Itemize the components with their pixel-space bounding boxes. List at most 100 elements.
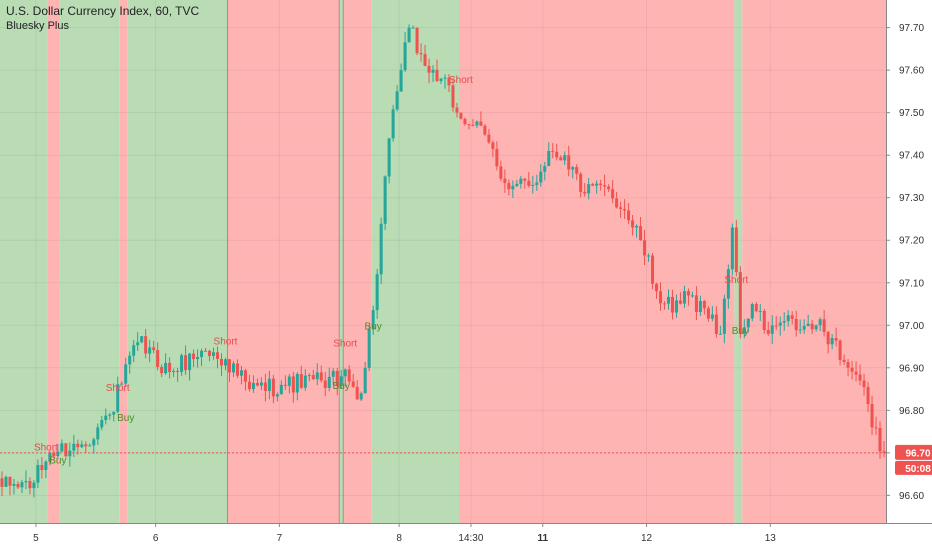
candle-body — [172, 370, 176, 373]
candle-body — [251, 382, 255, 390]
candle-body — [762, 311, 766, 331]
y-tick-label: 97.50 — [899, 108, 924, 119]
candle-body — [112, 411, 116, 415]
candle-body — [327, 376, 331, 389]
candle-body — [156, 350, 160, 367]
candle-body — [255, 382, 259, 386]
candle-body — [702, 300, 706, 309]
candle-body — [878, 428, 882, 452]
candle-body — [643, 240, 647, 256]
candle-body — [471, 125, 475, 127]
candle-body — [427, 65, 431, 73]
candle-body — [814, 325, 818, 330]
candle-body — [866, 387, 870, 405]
candle-body — [299, 374, 303, 388]
candle-body — [323, 380, 327, 389]
candle-body — [431, 69, 435, 73]
x-tick-label: 7 — [277, 533, 283, 544]
x-tick-label: 11 — [537, 533, 548, 544]
candle-body — [559, 157, 563, 161]
candle-body — [826, 331, 830, 345]
candle-body — [862, 380, 866, 388]
candle-body — [539, 171, 543, 183]
candle-body — [794, 318, 798, 331]
candle-body — [706, 308, 710, 319]
y-tick-label: 97.10 — [899, 278, 924, 289]
candle-body — [858, 374, 862, 381]
candle-body — [674, 300, 678, 313]
candle-body — [279, 384, 283, 395]
candle-body — [487, 134, 491, 143]
candle-body — [639, 225, 643, 241]
candle-body — [347, 369, 351, 382]
regime-band-short — [47, 0, 60, 523]
candle-body — [303, 375, 307, 388]
candle-body — [551, 150, 555, 152]
candle-body — [267, 378, 271, 391]
candle-body — [670, 296, 674, 313]
y-tick-label: 97.70 — [899, 23, 924, 34]
candle-body — [152, 347, 156, 351]
candle-body — [208, 350, 212, 356]
candle-body — [168, 362, 172, 373]
candle-body — [8, 476, 12, 486]
candle-body — [623, 208, 627, 211]
candle-body — [419, 53, 423, 55]
signal-label-short: Short — [106, 383, 130, 394]
candle-body — [439, 78, 443, 82]
candle-body — [511, 185, 515, 190]
candle-body — [591, 184, 595, 186]
candle-body — [375, 274, 379, 311]
candle-body — [690, 295, 694, 297]
candle-body — [435, 69, 439, 82]
y-tick-label: 97.00 — [899, 321, 924, 332]
candle-body — [271, 378, 275, 397]
indicator-name: Bluesky Plus — [6, 20, 69, 32]
regime-band-short — [343, 0, 372, 523]
candle-body — [160, 366, 164, 374]
candle-body — [475, 121, 479, 126]
candle-body — [407, 27, 411, 43]
candle-body — [854, 371, 858, 375]
candle-body — [718, 333, 722, 335]
candle-body — [331, 370, 335, 377]
candle-body — [20, 482, 24, 488]
candle-body — [223, 359, 228, 366]
candle-body — [455, 107, 459, 113]
candle-body — [603, 185, 607, 187]
candle-body — [399, 70, 403, 92]
candles — [0, 24, 886, 498]
x-tick-label: 8 — [396, 533, 402, 544]
candle-body — [363, 367, 367, 394]
candle-body — [204, 350, 208, 352]
x-tick-label: 14:30 — [458, 533, 483, 544]
candle-body — [519, 178, 523, 184]
candle-body — [483, 125, 487, 135]
candle-body — [196, 356, 200, 360]
candle-body — [403, 42, 407, 71]
candle-body — [283, 384, 287, 386]
candle-body — [24, 481, 28, 483]
candle-body — [722, 298, 726, 334]
candle-body — [243, 370, 247, 382]
candle-body — [351, 381, 355, 387]
candle-body — [215, 352, 220, 359]
candle-body — [543, 166, 547, 172]
candle-body — [806, 323, 810, 327]
candle-body — [247, 381, 251, 390]
candle-body — [104, 415, 108, 421]
candle-body — [778, 322, 782, 326]
chart-header: U.S. Dollar Currency Index, 60, TVC Blue… — [6, 4, 199, 34]
candle-body — [563, 155, 567, 161]
candle-body — [295, 374, 299, 393]
regime-band-long — [339, 0, 344, 523]
candle-body — [782, 321, 786, 323]
candle-body — [499, 166, 503, 179]
signal-label-short: Short — [449, 75, 473, 86]
price-badge — [895, 444, 932, 460]
candle-body — [96, 427, 100, 440]
candle-body — [754, 304, 758, 312]
candle-body — [547, 150, 551, 167]
